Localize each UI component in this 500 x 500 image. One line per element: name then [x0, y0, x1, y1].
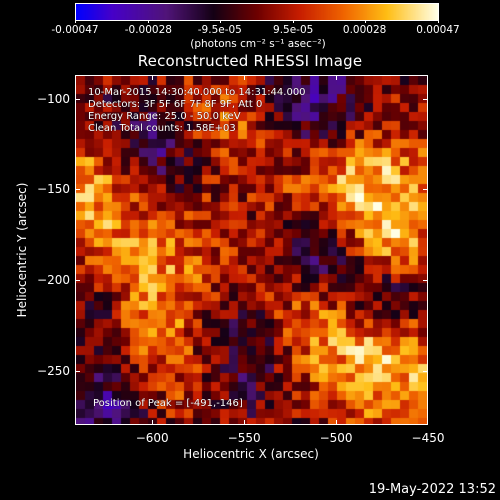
y-tick-label: −200: [37, 272, 70, 287]
colorbar-tick-mark: [219, 20, 221, 23]
colorbar-tick-label: -0.00028: [124, 24, 172, 36]
colorbar-gradient: [76, 4, 438, 20]
x-tick-mark: [427, 420, 428, 425]
heatmap-image: [76, 76, 427, 424]
x-tick-label: −500: [319, 431, 353, 445]
y-tick-mark: [423, 279, 428, 281]
x-tick-label: −550: [227, 431, 261, 445]
y-tick-label: −100: [37, 91, 70, 106]
x-tick-mark: [336, 420, 338, 425]
colorbar: [75, 3, 439, 21]
annotation-peak-position: Position of Peak = [-491,-146]: [93, 398, 243, 409]
y-tick-mark: [75, 98, 80, 100]
y-tick-mark: [423, 370, 428, 372]
colorbar-tick-label: 9.5e-05: [273, 24, 314, 36]
x-tick-mark: [244, 420, 246, 425]
colorbar-tick-label: -9.5e-05: [197, 24, 242, 36]
x-tick-mark: [152, 75, 154, 80]
x-tick-mark: [244, 75, 246, 80]
colorbar-tick-mark: [364, 20, 366, 23]
colorbar-units: (photons cm⁻² s⁻¹ asec⁻²): [190, 38, 326, 50]
y-tick-mark: [423, 189, 428, 191]
annotation-time-range: 10-Mar-2015 14:30:40.000 to 14:31:44.000: [88, 87, 306, 98]
annotation-total-counts: Clean Total counts: 1.58E+03: [88, 123, 236, 134]
colorbar-tick-mark: [75, 20, 76, 23]
x-tick-mark: [427, 75, 428, 80]
x-axis-label: Heliocentric X (arcsec): [183, 447, 319, 461]
colorbar-tick-label: -0.00047: [51, 24, 99, 36]
y-tick-mark: [75, 370, 80, 372]
chart-title: Reconstructed RHESSI Image: [137, 52, 363, 70]
annotation-detectors: Detectors: 3F 5F 6F 7F 8F 9F, Att 0: [88, 99, 263, 110]
colorbar-tick-mark: [148, 20, 150, 23]
annotation-energy-range: Energy Range: 25.0 - 50.0 keV: [88, 111, 241, 122]
x-tick-mark: [152, 420, 154, 425]
colorbar-tick-mark: [293, 20, 295, 23]
y-axis-label: Heliocentric Y (arcsec): [15, 182, 29, 318]
y-tick-mark: [423, 98, 428, 100]
x-tick-label: −600: [135, 431, 169, 445]
x-tick-mark: [336, 75, 338, 80]
y-tick-mark: [75, 279, 80, 281]
colorbar-tick-label: 0.00047: [416, 24, 460, 36]
colorbar-tick-mark: [438, 20, 439, 23]
y-tick-label: −250: [37, 363, 70, 378]
y-tick-mark: [75, 189, 80, 191]
plot-area: 10-Mar-2015 14:30:40.000 to 14:31:44.000…: [75, 75, 428, 425]
y-tick-label: −150: [37, 182, 70, 197]
x-tick-label: −450: [411, 431, 445, 445]
colorbar-tick-label: 0.00028: [342, 24, 387, 36]
footer-timestamp: 19-May-2022 13:52: [368, 482, 496, 497]
